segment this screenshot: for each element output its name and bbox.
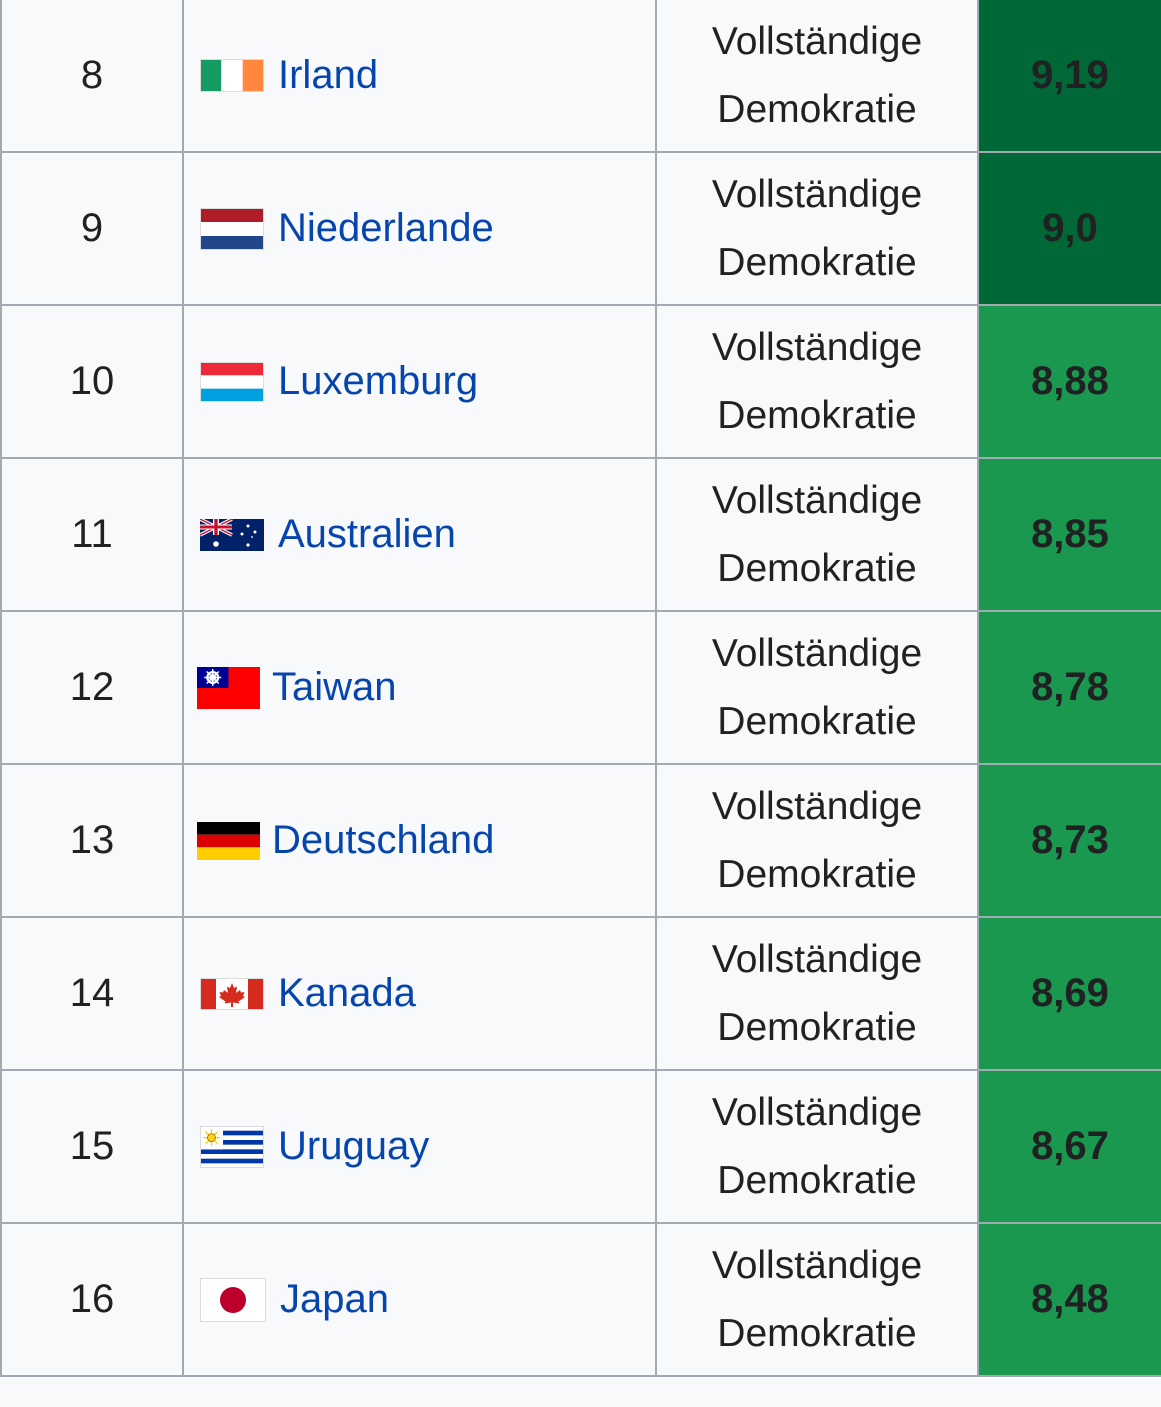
category-line: Demokratie <box>717 393 917 437</box>
score-cell: 8,88 <box>977 304 1161 459</box>
score-cell: 8,73 <box>977 763 1161 918</box>
country-link[interactable]: Uruguay <box>278 1124 430 1168</box>
rank-cell: 16 <box>0 1222 184 1377</box>
japan-flag-icon <box>200 1277 266 1322</box>
category-line: Demokratie <box>717 852 917 896</box>
score-cell: 8,48 <box>977 1222 1161 1377</box>
netherlands-flag-icon <box>200 207 264 250</box>
country-cell: Uruguay <box>182 1069 657 1224</box>
table-row: 10 Luxemburg Vollständige D <box>0 304 1161 459</box>
country-link[interactable]: Japan <box>280 1277 389 1321</box>
category-line: Vollständige <box>711 325 923 369</box>
category-line: Vollständige <box>711 631 923 675</box>
category-cell: Vollständige Demokratie <box>655 763 979 918</box>
category-line: Demokratie <box>717 87 917 131</box>
table-row: 14 Kanada Vollständi <box>0 916 1161 1071</box>
table-row: 15 <box>0 1069 1161 1224</box>
rank-cell: 12 <box>0 610 184 765</box>
table-row: 11 <box>0 457 1161 612</box>
category-line: Demokratie <box>717 546 917 590</box>
category-cell: Vollständige Demokratie <box>655 1069 979 1224</box>
country-cell: Taiwan <box>182 610 657 765</box>
category-line: Vollständige <box>711 937 923 981</box>
table-row: 9 Niederlande Vollständige <box>0 151 1161 306</box>
rank-cell: 14 <box>0 916 184 1071</box>
table-row: 16 Japan Vollständige Demokratie <box>0 1222 1161 1377</box>
country-cell: Japan <box>182 1222 657 1377</box>
category-cell: Vollständige Demokratie <box>655 457 979 612</box>
category-line: Vollständige <box>711 1243 923 1287</box>
country-link[interactable]: Irland <box>278 53 379 97</box>
score-cell: 8,67 <box>977 1069 1161 1224</box>
country-link[interactable]: Niederlande <box>278 206 494 250</box>
australia-flag-icon <box>200 518 264 551</box>
rank-cell: 9 <box>0 151 184 306</box>
taiwan-flag-icon <box>197 666 260 709</box>
luxembourg-flag-icon <box>200 361 264 402</box>
category-cell: Vollständige Demokratie <box>655 304 979 459</box>
category-line: Vollständige <box>711 172 923 216</box>
category-line: Demokratie <box>717 699 917 743</box>
category-line: Demokratie <box>717 240 917 284</box>
country-cell: Luxemburg <box>182 304 657 459</box>
category-line: Vollständige <box>711 784 923 828</box>
country-link[interactable]: Taiwan <box>272 665 397 709</box>
country-link[interactable]: Luxemburg <box>278 359 479 403</box>
score-cell: 8,78 <box>977 610 1161 765</box>
category-line: Vollständige <box>711 1090 923 1134</box>
category-line: Demokratie <box>717 1005 917 1049</box>
category-line: Vollständige <box>711 478 923 522</box>
country-cell: Deutschland <box>182 763 657 918</box>
country-link[interactable]: Kanada <box>278 971 416 1015</box>
table-row: 8 Irland Vollständige Demok <box>0 0 1161 153</box>
country-cell: Kanada <box>182 916 657 1071</box>
category-line: Vollständige <box>711 19 923 63</box>
category-cell: Vollständige Demokratie <box>655 151 979 306</box>
score-cell: 9,19 <box>977 0 1161 153</box>
country-link[interactable]: Deutschland <box>272 818 495 862</box>
category-line: Demokratie <box>717 1311 917 1355</box>
category-cell: Vollständige Demokratie <box>655 0 979 153</box>
country-cell: Niederlande <box>182 151 657 306</box>
canada-flag-icon <box>200 977 264 1010</box>
rank-cell: 8 <box>0 0 184 153</box>
table-row: 13 Deutschland Vollständige Demokratie <box>0 763 1161 918</box>
category-cell: Vollständige Demokratie <box>655 610 979 765</box>
democracy-index-table: 8 Irland Vollständige Demok <box>0 0 1161 1377</box>
ireland-flag-icon <box>200 59 264 92</box>
category-cell: Vollständige Demokratie <box>655 916 979 1071</box>
category-cell: Vollständige Demokratie <box>655 1222 979 1377</box>
germany-flag-icon <box>197 821 260 860</box>
rank-cell: 13 <box>0 763 184 918</box>
country-cell: Australien <box>182 457 657 612</box>
rank-cell: 15 <box>0 1069 184 1224</box>
score-cell: 8,85 <box>977 457 1161 612</box>
rank-cell: 11 <box>0 457 184 612</box>
country-link[interactable]: Australien <box>278 512 456 556</box>
uruguay-flag-icon <box>200 1125 264 1168</box>
score-cell: 9,0 <box>977 151 1161 306</box>
country-cell: Irland <box>182 0 657 153</box>
score-cell: 8,69 <box>977 916 1161 1071</box>
category-line: Demokratie <box>717 1158 917 1202</box>
table-row: 12 <box>0 610 1161 765</box>
rank-cell: 10 <box>0 304 184 459</box>
